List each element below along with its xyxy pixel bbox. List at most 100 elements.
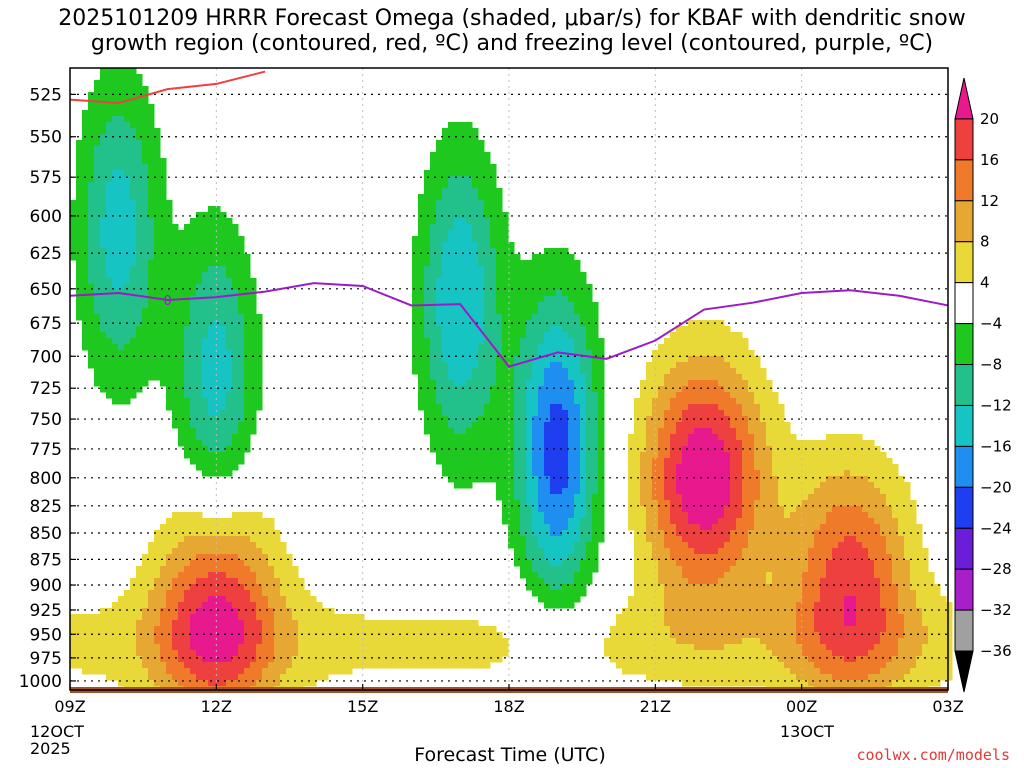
omega-cell	[436, 188, 443, 195]
omega-cell	[502, 374, 509, 381]
omega-cell	[298, 650, 305, 657]
omega-cell	[460, 650, 467, 657]
omega-cell	[676, 368, 683, 375]
omega-cell	[658, 422, 665, 429]
omega-cell	[346, 620, 353, 627]
omega-cell	[82, 176, 89, 183]
omega-cell	[184, 344, 191, 351]
omega-cell	[268, 608, 275, 615]
omega-cell	[190, 524, 197, 531]
omega-cell	[682, 482, 689, 489]
omega-cell	[562, 272, 569, 279]
omega-cell	[178, 398, 185, 405]
omega-cell	[484, 392, 491, 399]
omega-cell	[664, 554, 671, 561]
omega-cell	[442, 440, 449, 447]
omega-cell	[214, 290, 221, 297]
omega-cell	[112, 110, 119, 117]
omega-cell	[184, 572, 191, 579]
omega-cell	[190, 536, 197, 543]
omega-cell	[88, 614, 95, 621]
omega-cell	[148, 212, 155, 219]
omega-cell	[652, 434, 659, 441]
omega-cell	[226, 566, 233, 573]
omega-cell	[490, 626, 497, 633]
omega-cell	[412, 344, 419, 351]
omega-cell	[136, 290, 143, 297]
omega-cell	[310, 650, 317, 657]
omega-cell	[700, 650, 707, 657]
omega-cell	[544, 428, 551, 435]
omega-cell	[460, 128, 467, 135]
omega-cell	[526, 536, 533, 543]
omega-cell	[148, 644, 155, 651]
omega-cell	[526, 542, 533, 549]
omega-cell	[424, 650, 431, 657]
omega-cell	[706, 356, 713, 363]
omega-cell	[148, 296, 155, 303]
omega-cell	[226, 356, 233, 363]
omega-cell	[112, 314, 119, 321]
omega-cell	[310, 680, 317, 687]
omega-cell	[226, 446, 233, 453]
omega-cell	[94, 218, 101, 225]
omega-cell	[508, 242, 515, 249]
omega-cell	[238, 416, 245, 423]
omega-cell	[214, 410, 221, 417]
omega-cell	[160, 278, 167, 285]
omega-cell	[586, 554, 593, 561]
omega-cell	[286, 596, 293, 603]
omega-cell	[124, 308, 131, 315]
omega-cell	[670, 506, 677, 513]
omega-cell	[124, 392, 131, 399]
omega-cell	[160, 554, 167, 561]
omega-cell	[322, 662, 329, 669]
omega-cell	[148, 356, 155, 363]
omega-cell	[148, 230, 155, 237]
omega-cell	[142, 674, 149, 681]
omega-cell	[208, 314, 215, 321]
omega-cell	[232, 632, 239, 639]
omega-cell	[238, 260, 245, 267]
omega-cell	[364, 638, 371, 645]
omega-cell	[160, 674, 167, 681]
omega-cell	[538, 512, 545, 519]
omega-cell	[202, 272, 209, 279]
omega-cell	[100, 344, 107, 351]
omega-cell	[148, 638, 155, 645]
omega-cell	[130, 212, 137, 219]
omega-cell	[460, 266, 467, 273]
omega-cell	[532, 494, 539, 501]
omega-cell	[274, 554, 281, 561]
omega-cell	[202, 608, 209, 615]
omega-cell	[688, 626, 695, 633]
omega-cell	[274, 572, 281, 579]
omega-cell	[184, 674, 191, 681]
omega-cell	[586, 470, 593, 477]
omega-cell	[526, 434, 533, 441]
omega-cell	[652, 584, 659, 591]
omega-cell	[148, 158, 155, 165]
omega-cell	[214, 422, 221, 429]
omega-cell	[670, 338, 677, 345]
omega-cell	[496, 188, 503, 195]
omega-cell	[460, 440, 467, 447]
omega-cell	[466, 362, 473, 369]
omega-cell	[496, 320, 503, 327]
omega-cell	[532, 548, 539, 555]
omega-cell	[436, 362, 443, 369]
omega-cell	[538, 386, 545, 393]
omega-cell	[148, 614, 155, 621]
omega-cell	[526, 506, 533, 513]
omega-cell	[508, 278, 515, 285]
omega-cell	[124, 266, 131, 273]
omega-cell	[580, 488, 587, 495]
omega-cell	[574, 476, 581, 483]
omega-cell	[496, 278, 503, 285]
omega-cell	[238, 530, 245, 537]
omega-cell	[442, 278, 449, 285]
omega-cell	[484, 422, 491, 429]
omega-cell	[466, 422, 473, 429]
omega-cell	[562, 500, 569, 507]
omega-cell	[424, 242, 431, 249]
